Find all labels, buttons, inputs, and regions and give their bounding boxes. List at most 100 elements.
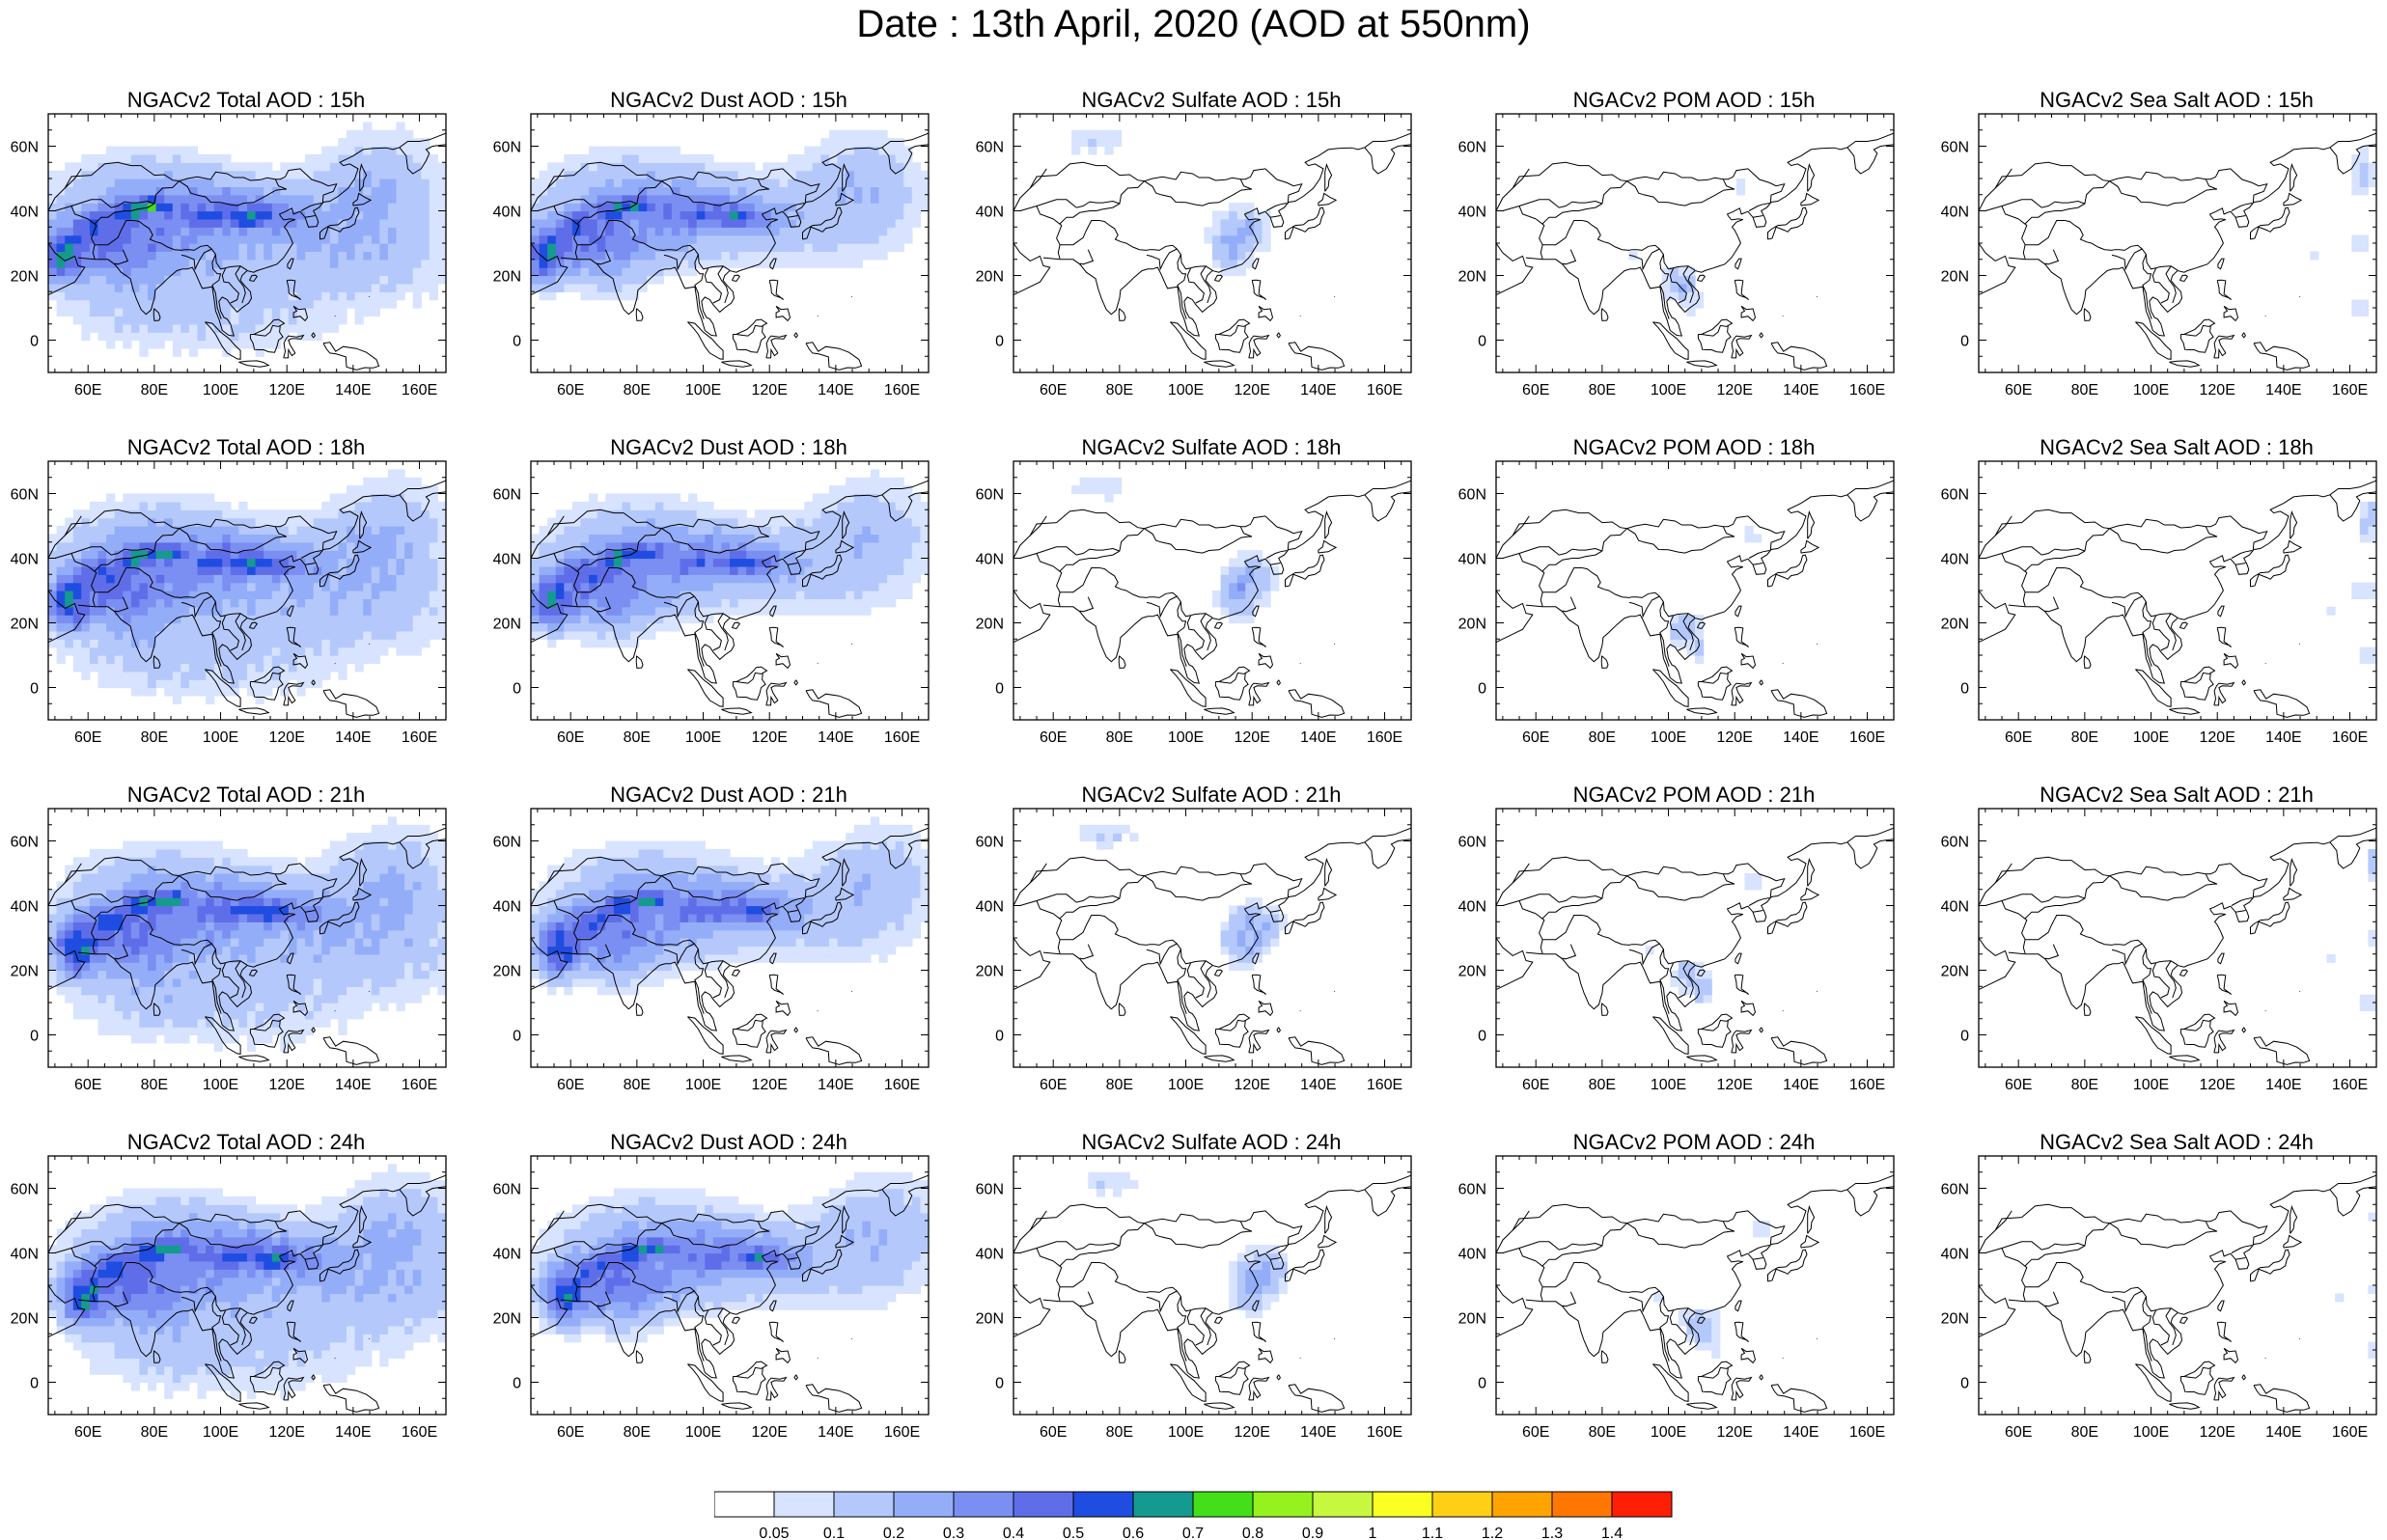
lon-tick-label: 120E (1717, 1424, 1753, 1441)
lon-tick-label: 60E (1522, 382, 1549, 399)
panel-title: NGACv2 Total AOD : 21h (126, 783, 366, 807)
colorbar-label: 0.9 (1302, 1526, 1323, 1540)
panel-title: NGACv2 Sulfate AOD : 15h (1081, 88, 1342, 112)
lon-tick-label: 160E (1367, 729, 1402, 746)
colorbar-label: 1.2 (1482, 1526, 1503, 1540)
lon-tick-label: 100E (1651, 1077, 1686, 1093)
colorbar-label: 0.6 (1123, 1526, 1144, 1540)
lon-tick-label: 120E (269, 729, 305, 746)
panel-title: NGACv2 Dust AOD : 21h (610, 783, 847, 807)
map-background (1979, 1156, 2376, 1415)
panel-title: NGACv2 Sulfate AOD : 24h (1081, 1130, 1342, 1154)
panel-title: NGACv2 POM AOD : 18h (1572, 435, 1816, 459)
lon-tick-label: 140E (1300, 729, 1336, 746)
lat-tick-label: 0 (995, 334, 1004, 350)
aod-field (1088, 1171, 1288, 1319)
map-panel-seasalt-1: NGACv2 Sea Salt AOD : 15h 60E 80E 100E 120E 1… (1930, 87, 2387, 434)
lon-tick-label: 160E (2332, 1077, 2368, 1093)
lat-tick-label: 40N (976, 1247, 1004, 1263)
panel-title: NGACv2 POM AOD : 24h (1572, 1130, 1816, 1154)
lon-tick-label: 100E (1651, 729, 1686, 746)
panel-title: NGACv2 Dust AOD : 15h (610, 88, 847, 112)
coastlines (1496, 827, 1894, 1065)
lat-tick-label: 60N (976, 835, 1004, 851)
map-panel-pom-3: NGACv2 POM AOD : 21h 60E 80E 100E 120E 140E 16… (1448, 782, 1930, 1129)
map-panel-seasalt-3: NGACv2 Sea Salt AOD : 21h 60E 80E 100E 120E 1… (1930, 782, 2387, 1129)
colorbar-box (714, 1491, 775, 1518)
lon-tick-label: 120E (1235, 1077, 1270, 1093)
coastlines (1979, 827, 2376, 1065)
colorbar-box (893, 1491, 955, 1518)
lat-tick-label: 20N (1941, 964, 1969, 980)
axes (1496, 461, 1894, 720)
lon-tick-label: 80E (624, 1424, 651, 1441)
map-plot: 60E 80E 100E 120E 140E 160E 60N 40N 20N 0 (1458, 808, 1895, 1093)
lon-tick-label: 60E (1040, 729, 1067, 746)
lon-tick-label: 60E (1522, 729, 1549, 746)
lat-tick-label: 20N (1941, 617, 1969, 633)
lat-tick-label: 40N (493, 205, 521, 221)
panel-title: NGACv2 Sea Salt AOD : 15h (2040, 88, 2314, 112)
coastlines (1013, 480, 1411, 718)
aod-field (2335, 1212, 2376, 1359)
colorbar-label: 0.2 (883, 1526, 904, 1540)
coastlines (48, 1174, 446, 1413)
lon-tick-label: 140E (1783, 382, 1818, 399)
lat-tick-label: 0 (513, 1029, 521, 1045)
lat-tick-label: 20N (976, 617, 1004, 633)
map-panel-sulfate-3: NGACv2 Sulfate AOD : 21h 60E 80E 100E 120E 14… (965, 782, 1448, 1129)
lat-tick-label: 60N (1458, 140, 1486, 156)
map-plot: 60E 80E 100E 120E 140E 160E 60N 40N 20N 0 (493, 808, 930, 1093)
lon-tick-label: 100E (2133, 1077, 2169, 1093)
lat-tick-label: 40N (493, 1247, 521, 1263)
coastlines (1979, 480, 2376, 718)
map-plot: 60E 80E 100E 120E 140E 160E 60N 40N 20N 0 (11, 113, 447, 399)
panel-title: NGACv2 Sea Salt AOD : 18h (2040, 435, 2314, 459)
panel-title: NGACv2 Sea Salt AOD : 21h (2040, 783, 2314, 807)
lat-tick-label: 20N (1458, 617, 1486, 633)
map-background (1496, 114, 1894, 372)
lat-tick-label: 40N (1458, 552, 1486, 568)
lon-tick-label: 80E (1589, 1077, 1616, 1093)
lon-tick-label: 120E (752, 729, 788, 746)
lon-tick-label: 80E (2071, 1424, 2098, 1441)
lat-tick-label: 20N (493, 1311, 521, 1328)
map-background (1013, 809, 1411, 1067)
map-panel-sulfate-1: NGACv2 Sulfate AOD : 15h 60E 80E 100E 120E 14… (965, 87, 1448, 434)
lat-tick-label: 20N (493, 269, 521, 286)
lon-tick-label: 80E (624, 729, 651, 746)
lon-tick-label: 160E (402, 1077, 437, 1093)
lat-tick-label: 20N (11, 617, 39, 633)
aod-field (531, 129, 929, 301)
lon-tick-label: 60E (74, 729, 101, 746)
lat-tick-label: 0 (513, 1376, 521, 1392)
map-plot: 60E 80E 100E 120E 140E 160E 60N 40N 20N 0 (1458, 1155, 1895, 1441)
lat-tick-label: 40N (1941, 899, 1969, 916)
aod-field (1079, 824, 1288, 972)
axes (1496, 114, 1894, 372)
axes (1496, 1156, 1894, 1415)
lat-tick-label: 60N (1941, 835, 1969, 851)
lon-tick-label: 140E (1783, 1424, 1818, 1441)
map-background (1496, 809, 1894, 1067)
lon-tick-label: 100E (1168, 729, 1204, 746)
lat-tick-label: 20N (11, 964, 39, 980)
aod-field (2326, 501, 2376, 664)
lon-tick-label: 60E (1522, 1077, 1549, 1093)
lon-tick-label: 60E (74, 1077, 101, 1093)
map-plot: 60E 80E 100E 120E 140E 160E 60N 40N 20N 0 (976, 460, 1412, 746)
lon-tick-label: 160E (2332, 1424, 2368, 1441)
lat-tick-label: 0 (995, 1376, 1004, 1392)
axes (1013, 114, 1411, 372)
lon-tick-label: 140E (1783, 729, 1818, 746)
lat-tick-label: 0 (995, 681, 1004, 698)
colorbar-label: 0.8 (1242, 1526, 1263, 1540)
lat-tick-label: 0 (513, 334, 521, 350)
map-panel-seasalt-4: NGACv2 Sea Salt AOD : 24h 60E 80E 100E 120E 1… (1930, 1129, 2387, 1476)
lon-tick-label: 60E (1040, 1424, 1067, 1441)
lon-tick-label: 120E (1717, 1077, 1753, 1093)
lat-tick-label: 20N (1458, 269, 1486, 286)
lon-tick-label: 80E (624, 1077, 651, 1093)
lon-tick-label: 100E (685, 1424, 721, 1441)
coastlines (1979, 132, 2376, 371)
